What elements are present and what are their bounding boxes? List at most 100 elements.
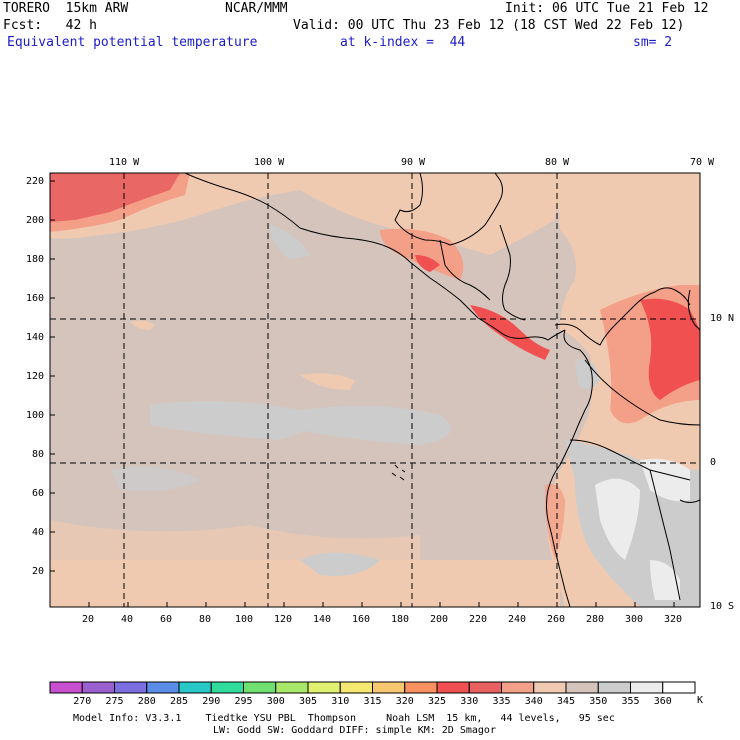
field-grey-patch-3	[270, 225, 310, 260]
galapagos-islands	[391, 464, 406, 481]
map-frame	[49, 172, 701, 608]
x-tick-label: 220	[469, 614, 488, 625]
y-tick-label: 160	[26, 293, 45, 304]
colorbar-label: 345	[557, 696, 576, 707]
axis-ticks	[50, 180, 675, 607]
x-tick-label: 280	[586, 614, 605, 625]
colorbar-label: 285	[170, 696, 189, 707]
x-tick-label: 260	[547, 614, 566, 625]
model-title: TORERO 15km ARW	[3, 1, 129, 16]
colorbar-label: 275	[105, 696, 124, 707]
center-label: NCAR/MMM	[225, 1, 288, 16]
y-tick-label: 40	[32, 527, 45, 538]
border-honduras	[469, 284, 491, 301]
forecast-hour: Fcst: 42 h	[3, 18, 97, 33]
colombia-caribbean-coast	[554, 287, 691, 346]
x-tick-label: 120	[274, 614, 293, 625]
lon-label-80w: 80 W	[545, 157, 570, 168]
border-brazil	[679, 499, 700, 503]
field-name: Equivalent potential temperature	[7, 35, 258, 50]
field-andes-white-3	[650, 560, 680, 600]
field-grey-patch-2	[300, 406, 452, 445]
y-tick-label: 220	[26, 176, 45, 187]
field-ocean-patch-2	[300, 373, 355, 390]
caribbean-coast	[499, 224, 526, 321]
colorbar-label: 355	[621, 696, 640, 707]
colorbar-label: 330	[460, 696, 479, 707]
colorbar-label: 320	[395, 696, 414, 707]
lat-label-10n: 10 N	[710, 313, 735, 324]
x-tick-label: 100	[235, 614, 254, 625]
x-tick-label: 200	[430, 614, 449, 625]
field-colombia-hot	[640, 298, 700, 400]
pacific-coastline-north	[184, 173, 566, 341]
colorbar-label: 340	[524, 696, 543, 707]
smoothing-info: sm= 2	[633, 35, 673, 50]
venezuela-coast	[687, 289, 700, 331]
y-tick-label: 140	[26, 332, 45, 343]
field-ocean-patch-1	[130, 320, 155, 330]
x-tick-label: 180	[391, 614, 410, 625]
theta-e-field	[50, 173, 700, 607]
field-grey-patch-4	[300, 552, 380, 576]
y-tick-label: 100	[26, 410, 45, 421]
colorbar-label: 350	[589, 696, 608, 707]
x-tick-label: 160	[352, 614, 371, 625]
field-grey-patch-1	[150, 401, 312, 440]
field-central-america-warm	[380, 228, 464, 280]
x-tick-label: 40	[121, 614, 134, 625]
colorbar-unit: K	[697, 695, 704, 706]
lat-label-0: 0	[710, 457, 717, 468]
x-tick-label: 240	[508, 614, 527, 625]
y-tick-label: 120	[26, 371, 45, 382]
colorbar-label: 300	[266, 696, 285, 707]
lon-label-90w: 90 W	[401, 157, 426, 168]
colorbar-label: 295	[234, 696, 253, 707]
y-tick-label: 200	[26, 215, 45, 226]
x-tick-label: 300	[625, 614, 644, 625]
field-andes-grey-1	[575, 359, 600, 389]
model-physics: LW: Godd SW: Goddard DIFF: simple KM: 2D…	[213, 725, 496, 736]
border-peru-brazil	[649, 469, 681, 601]
field-nw-hot	[50, 173, 180, 222]
graticule	[50, 173, 700, 607]
field-guatemala-hot	[415, 255, 440, 272]
field-peru-coast	[545, 484, 565, 560]
level-info: at k-index = 44	[340, 35, 466, 50]
colorbar-label: 335	[492, 696, 511, 707]
border-colombia	[584, 359, 700, 426]
colorbar-label: 360	[653, 696, 672, 707]
colorbar-label: 270	[73, 696, 92, 707]
x-tick-label: 140	[313, 614, 332, 625]
field-grey-patch-5	[110, 466, 200, 492]
x-tick-label: 80	[199, 614, 212, 625]
colorbar-label: 310	[331, 696, 350, 707]
lat-label-10s: 10 S	[710, 601, 735, 612]
lon-label-70w: 70 W	[690, 157, 715, 168]
y-tick-label: 180	[26, 254, 45, 265]
border-peru-ecuador	[569, 439, 691, 481]
x-tick-label: 320	[664, 614, 683, 625]
init-time: Init: 06 UTC Tue 21 Feb 12	[505, 1, 709, 16]
colorbar-label: 315	[363, 696, 382, 707]
field-andes-white-1	[595, 478, 640, 560]
model-info: Model Info: V3.3.1 Tiedtke YSU PBL Thomp…	[73, 713, 615, 724]
yucatan-coast	[394, 173, 503, 246]
lon-label-100w: 100 W	[254, 157, 285, 168]
valid-time: Valid: 00 UTC Thu 23 Feb 12 (18 CST Wed …	[293, 18, 685, 33]
y-tick-label: 80	[32, 449, 45, 460]
x-tick-label: 60	[160, 614, 173, 625]
colorbar-label: 280	[137, 696, 156, 707]
field-north-warm	[300, 173, 560, 255]
border-mexico-guatemala	[439, 239, 471, 286]
field-south-patch	[50, 520, 420, 560]
colorbar-label: 290	[202, 696, 221, 707]
colorbar-label: 305	[299, 696, 318, 707]
x-tick-label: 20	[82, 614, 95, 625]
lon-label-110w: 110 W	[109, 157, 140, 168]
y-tick-label: 60	[32, 488, 45, 499]
y-tick-label: 20	[32, 566, 45, 577]
coastlines	[184, 173, 700, 607]
field-south-band	[50, 560, 560, 607]
